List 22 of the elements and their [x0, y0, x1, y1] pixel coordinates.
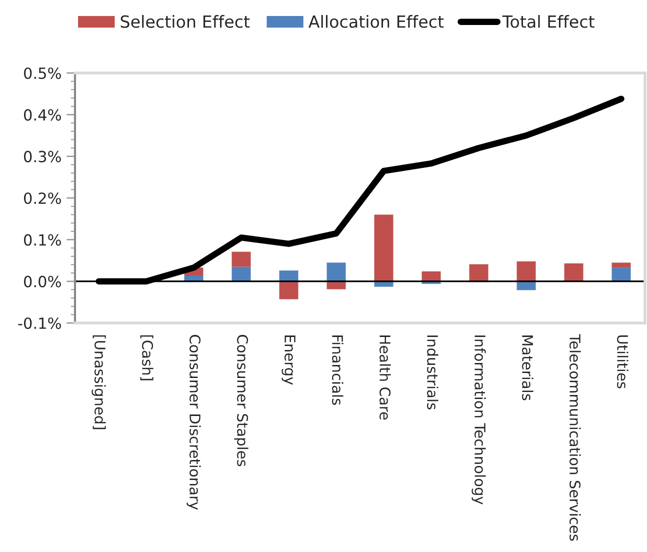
x-tick-label: Financials [332, 336, 344, 405]
x-tick-label: Energy [282, 336, 296, 385]
y-tick-label: 0.4% [24, 109, 61, 121]
legend-label: Selection Effect [120, 15, 250, 28]
legend-label: Allocation Effect [308, 15, 444, 28]
y-tick-label: 0.1% [24, 234, 61, 246]
x-tick-label: Information Technology [472, 336, 486, 504]
x-tick-label: [Unassigned] [92, 335, 106, 430]
y-tick-label: 0.0% [24, 276, 61, 288]
y-tick-label: 0.3% [24, 150, 61, 162]
x-tick-label: Consumer Staples [234, 334, 248, 466]
x-tick-label: Consumer Discretionary [186, 334, 201, 510]
y-tick-label: 0.5% [24, 67, 61, 80]
y-tick-label: -0.1% [18, 317, 61, 330]
x-tick-label: Utilities [617, 335, 628, 388]
x-tick-label: Industrials [427, 336, 438, 410]
x-tick-label: Health Care [380, 336, 391, 420]
y-tick-label: 0.2% [24, 192, 61, 204]
x-tick-label: Materials [522, 336, 534, 400]
legend-label: Total Effect [502, 15, 594, 28]
x-tick-label: Telecommunication Services [570, 334, 581, 541]
x-tick-label: [Cash] [140, 335, 154, 380]
